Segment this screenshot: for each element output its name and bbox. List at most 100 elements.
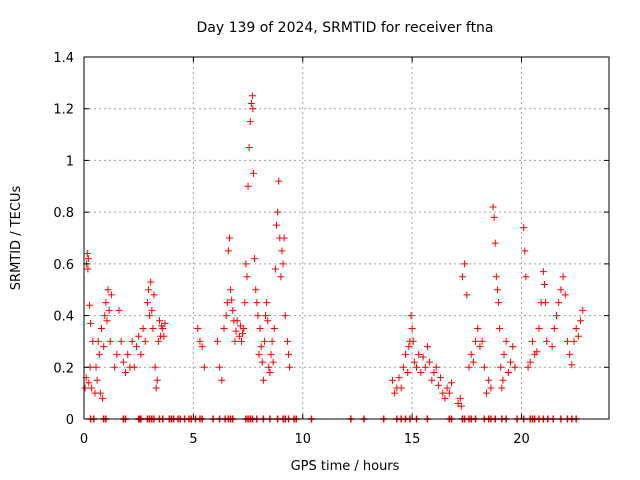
data-point bbox=[229, 306, 237, 314]
data-point bbox=[263, 299, 271, 307]
data-point bbox=[526, 358, 534, 366]
data-point bbox=[283, 337, 291, 345]
data-point bbox=[95, 350, 103, 358]
data-point bbox=[223, 299, 231, 307]
data-point bbox=[456, 394, 464, 402]
data-point bbox=[231, 337, 239, 345]
data-point bbox=[405, 343, 413, 351]
data-point bbox=[548, 343, 556, 351]
data-point bbox=[194, 325, 202, 332]
data-point bbox=[490, 213, 498, 221]
data-point bbox=[270, 325, 278, 332]
data-point bbox=[246, 118, 254, 126]
data-point bbox=[521, 247, 529, 255]
data-point bbox=[243, 273, 251, 281]
data-point bbox=[266, 368, 274, 376]
data-point bbox=[434, 381, 442, 389]
data-point bbox=[520, 224, 528, 232]
data-point bbox=[557, 286, 565, 294]
data-point bbox=[255, 350, 263, 358]
data-point bbox=[218, 376, 226, 384]
data-point bbox=[161, 319, 169, 327]
data-point bbox=[216, 363, 224, 371]
data-point bbox=[395, 374, 403, 382]
data-point bbox=[443, 384, 451, 392]
data-point bbox=[104, 286, 112, 294]
data-point bbox=[198, 343, 206, 351]
data-point bbox=[107, 291, 115, 299]
data-point bbox=[275, 177, 283, 185]
data-point bbox=[543, 337, 551, 345]
data-point bbox=[423, 343, 431, 351]
data-point bbox=[399, 363, 407, 371]
data-point bbox=[485, 376, 493, 384]
data-point bbox=[498, 384, 506, 392]
data-point bbox=[448, 379, 455, 387]
data-point bbox=[563, 337, 571, 345]
data-point bbox=[133, 343, 140, 351]
data-point bbox=[457, 402, 465, 410]
data-point bbox=[285, 350, 293, 358]
data-point bbox=[265, 363, 273, 371]
data-point bbox=[274, 208, 282, 216]
data-points bbox=[81, 92, 587, 410]
data-point bbox=[417, 368, 425, 376]
data-point bbox=[145, 286, 153, 294]
data-point bbox=[232, 327, 240, 335]
data-point bbox=[570, 337, 578, 345]
data-point bbox=[469, 358, 477, 366]
data-point bbox=[244, 182, 252, 190]
data-point bbox=[539, 268, 547, 276]
data-point bbox=[241, 299, 249, 307]
data-point bbox=[397, 384, 405, 392]
y-tick-label: 0 bbox=[66, 413, 74, 428]
plot-frame bbox=[83, 56, 610, 420]
data-point bbox=[264, 317, 272, 325]
data-point bbox=[105, 306, 113, 314]
data-point bbox=[410, 358, 418, 366]
data-point bbox=[502, 337, 510, 345]
data-point bbox=[245, 144, 253, 151]
data-point bbox=[279, 260, 287, 268]
data-point bbox=[128, 337, 136, 345]
data-point bbox=[492, 273, 500, 281]
y-tick-label: 1.4 bbox=[53, 51, 74, 66]
data-point bbox=[247, 100, 255, 108]
data-point bbox=[528, 337, 536, 345]
data-point bbox=[465, 363, 473, 371]
data-point bbox=[553, 312, 560, 320]
data-point bbox=[445, 389, 453, 397]
data-point bbox=[278, 247, 286, 255]
y-tick-label: 1 bbox=[66, 154, 74, 169]
data-point bbox=[491, 239, 499, 247]
data-point bbox=[280, 234, 288, 242]
x-axis-label: GPS time / hours bbox=[291, 459, 400, 474]
data-point bbox=[196, 337, 204, 345]
data-point bbox=[522, 273, 530, 281]
data-point bbox=[252, 286, 260, 294]
data-point bbox=[83, 250, 91, 258]
data-point bbox=[100, 343, 108, 351]
data-point bbox=[415, 350, 423, 358]
data-point bbox=[148, 306, 156, 314]
data-point bbox=[499, 376, 507, 384]
data-point bbox=[579, 306, 587, 314]
y-tick-label: 0.2 bbox=[53, 361, 74, 376]
data-point bbox=[111, 363, 119, 371]
data-point bbox=[85, 301, 93, 309]
data-point bbox=[542, 299, 550, 307]
data-point bbox=[550, 325, 558, 332]
data-point bbox=[84, 265, 92, 273]
data-point bbox=[430, 368, 438, 376]
x-tick-label: 0 bbox=[80, 432, 88, 447]
data-point bbox=[150, 291, 158, 299]
data-point bbox=[249, 105, 257, 113]
data-point bbox=[146, 312, 154, 320]
data-point bbox=[574, 332, 582, 340]
data-point bbox=[419, 353, 427, 361]
data-point bbox=[99, 394, 107, 402]
data-point bbox=[159, 325, 167, 332]
x-tick-label: 10 bbox=[294, 432, 311, 447]
data-point bbox=[81, 384, 89, 392]
